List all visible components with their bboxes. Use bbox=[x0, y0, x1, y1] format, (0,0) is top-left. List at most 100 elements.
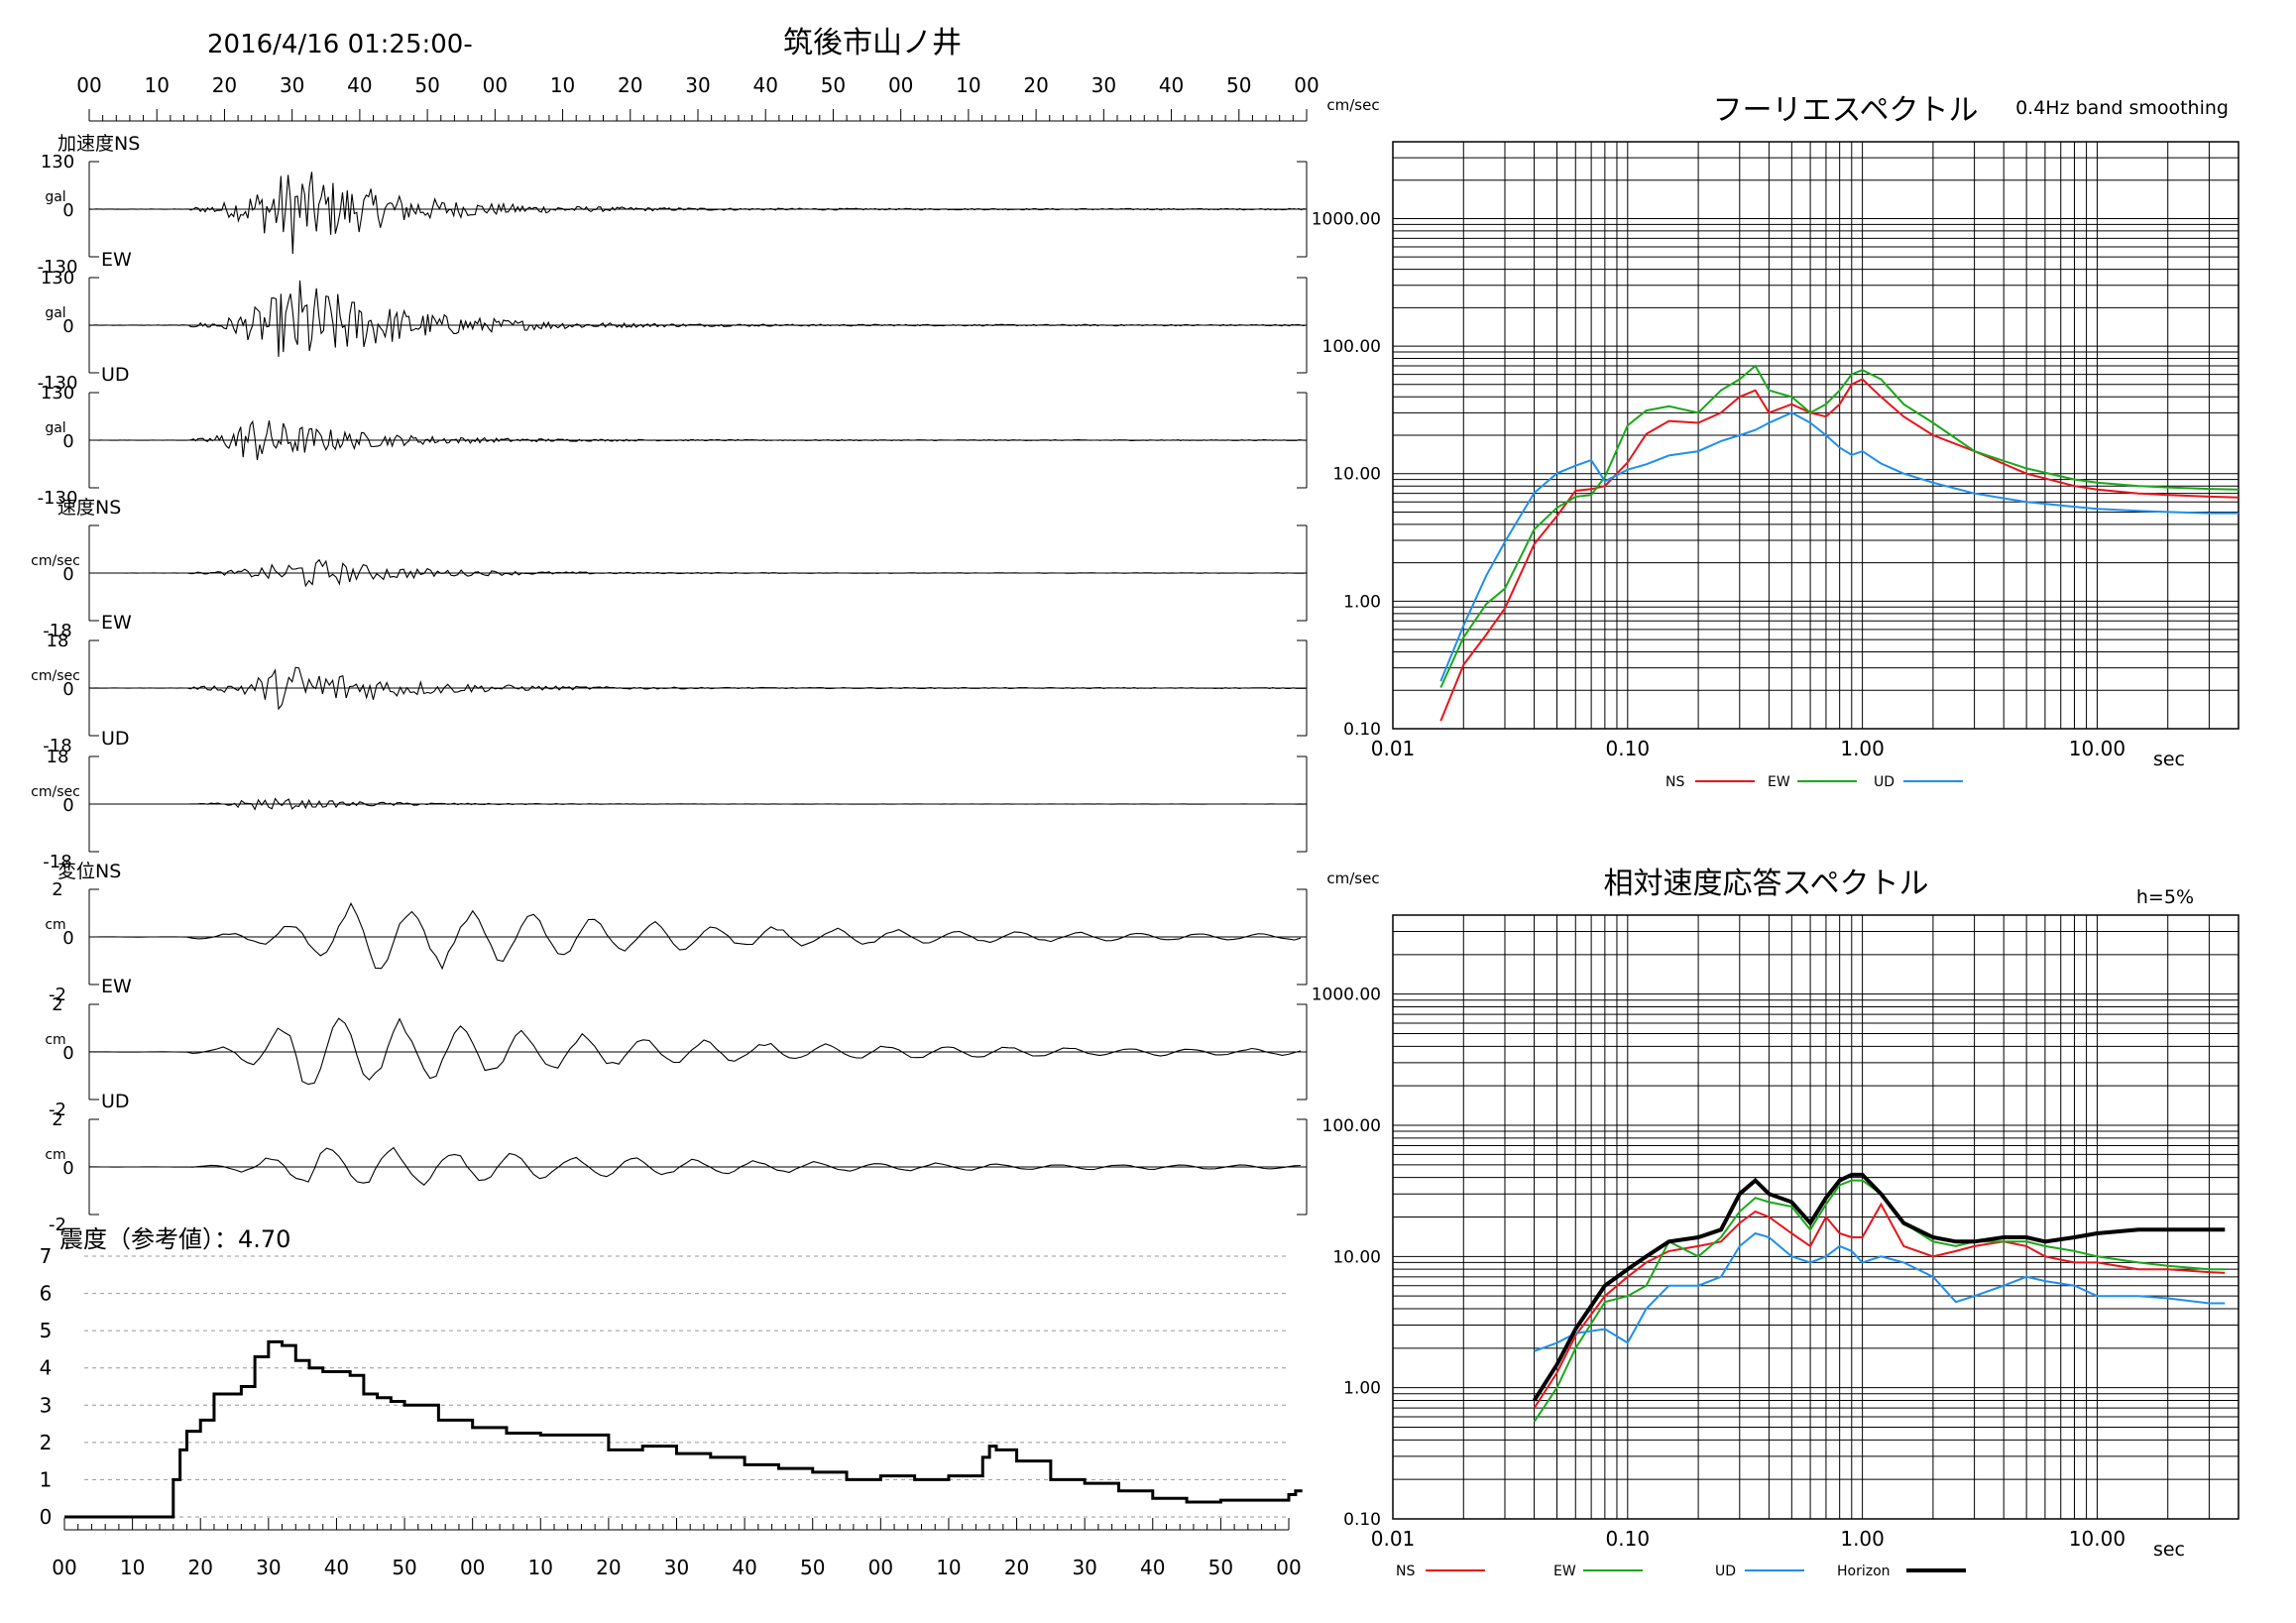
f-y-tick-label: 1.00 bbox=[1343, 592, 1381, 612]
f-y-tick-label: 10.00 bbox=[1332, 465, 1381, 485]
r-legend-label: EW bbox=[1553, 1564, 1576, 1579]
r-x-tick-label: 0.10 bbox=[1606, 1527, 1651, 1551]
panel-unit-label: gal bbox=[45, 305, 65, 321]
r-series-ud bbox=[1534, 1231, 2226, 1352]
panel-unit-label: cm/sec bbox=[31, 668, 80, 684]
f-legend-label: NS bbox=[1665, 774, 1684, 790]
panel-min-label: -2 bbox=[49, 985, 66, 1005]
f-ylabel: cm/sec bbox=[1326, 96, 1379, 114]
f-legend-label: EW bbox=[1768, 774, 1790, 790]
panel-unit-label: cm/sec bbox=[31, 784, 80, 800]
f-series-ud bbox=[1439, 411, 2239, 682]
waveform-panel: UD cm/sec 18 0 -18 bbox=[31, 728, 1308, 872]
time-tick-label: 50 bbox=[1226, 73, 1251, 97]
intensity-x-tick-label: 00 bbox=[460, 1556, 485, 1579]
time-tick-label: 20 bbox=[1023, 73, 1048, 97]
station-title: 筑後市山ノ井 bbox=[783, 26, 962, 60]
waveform-panel: EW cm 2 0 -2 bbox=[45, 976, 1308, 1120]
waveform-trace bbox=[89, 1146, 1301, 1186]
panel-min-label: -18 bbox=[43, 736, 71, 756]
r-y-tick-label: 10.00 bbox=[1332, 1247, 1381, 1267]
time-tick-label: 30 bbox=[280, 73, 304, 97]
r-y-tick-label: 100.00 bbox=[1322, 1116, 1381, 1136]
f-xlabel: sec bbox=[2153, 749, 2185, 770]
datetime-label: 2016/4/16 01:25:00- bbox=[207, 30, 473, 59]
panel-max-label: 130 bbox=[41, 268, 74, 289]
time-tick-label: 00 bbox=[483, 73, 508, 97]
waveform-trace bbox=[89, 558, 1308, 588]
f-x-tick-label: 0.01 bbox=[1371, 737, 1416, 760]
panel-zero-label: 0 bbox=[62, 928, 73, 949]
panel-group-label: UD bbox=[101, 728, 130, 750]
panel-group-label: EW bbox=[101, 976, 132, 997]
f-x-tick-label: 1.00 bbox=[1840, 737, 1885, 760]
intensity-x-tick-label: 50 bbox=[392, 1556, 416, 1579]
panel-max-label: 18 bbox=[47, 747, 69, 767]
f-y-tick-label: 0.10 bbox=[1343, 720, 1381, 740]
r-legend-label: UD bbox=[1715, 1564, 1736, 1579]
panel-group-label: 変位NS bbox=[57, 861, 121, 882]
panel-unit-label: cm/sec bbox=[31, 553, 80, 569]
fourier-spectrum-panel: フーリエスペクトル 0.4Hz band smoothing cm/sec sec 10… bbox=[1312, 93, 2239, 790]
intensity-x-tick-label: 20 bbox=[187, 1556, 212, 1579]
r-frame bbox=[1392, 914, 2239, 1520]
panel-max-label: 18 bbox=[47, 631, 69, 651]
waveform-trace bbox=[88, 172, 1307, 255]
intensity-x-tick-label: 20 bbox=[596, 1556, 621, 1579]
time-tick-label: 00 bbox=[1294, 73, 1319, 97]
panel-zero-label: 0 bbox=[62, 431, 73, 452]
panel-group-label: UD bbox=[101, 364, 130, 386]
r-title: 相対速度応答スペクトル bbox=[1604, 867, 1929, 901]
time-tick-label: 00 bbox=[76, 73, 101, 97]
intensity-y-tick-label: 7 bbox=[40, 1244, 53, 1268]
panel-min-label: -18 bbox=[43, 621, 71, 641]
panel-unit-label: gal bbox=[45, 420, 65, 436]
intensity-x-tick-label: 10 bbox=[936, 1556, 961, 1579]
r-x-tick-label: 10.00 bbox=[2069, 1527, 2125, 1551]
panel-zero-label: 0 bbox=[62, 795, 73, 816]
panel-min-label: -130 bbox=[38, 488, 78, 509]
intensity-title: 震度（参考値）：4.70 bbox=[59, 1225, 290, 1253]
f-series-ew bbox=[1439, 364, 2239, 688]
panel-group-label: 速度NS bbox=[57, 497, 121, 519]
waveform-trace bbox=[89, 797, 1308, 811]
waveform-trace bbox=[89, 1017, 1302, 1086]
f-y-tick-label: 1000.00 bbox=[1312, 209, 1381, 229]
time-tick-label: 20 bbox=[212, 73, 237, 97]
time-tick-label: 10 bbox=[956, 73, 980, 97]
intensity-x-tick-label: 50 bbox=[800, 1556, 825, 1579]
waveform-panel: UD cm 2 0 -2 bbox=[45, 1091, 1308, 1235]
waveform-panel: 加速度NS gal 130 0 -130 bbox=[38, 133, 1308, 278]
waveform-panel: UD gal 130 0 -130 bbox=[38, 364, 1308, 509]
intensity-y-tick-label: 4 bbox=[40, 1356, 53, 1380]
time-tick-label: 40 bbox=[347, 73, 372, 97]
intensity-y-tick-label: 0 bbox=[40, 1505, 53, 1529]
intensity-y-tick-label: 6 bbox=[40, 1282, 53, 1306]
f-subtitle: 0.4Hz band smoothing bbox=[2015, 97, 2229, 119]
time-tick-label: 50 bbox=[821, 73, 846, 97]
panel-min-label: -2 bbox=[49, 1100, 66, 1120]
waveform-panel: EW gal 130 0 -130 bbox=[38, 249, 1308, 394]
r-legend-label: NS bbox=[1396, 1564, 1415, 1579]
r-y-tick-label: 1.00 bbox=[1343, 1379, 1381, 1399]
panel-min-label: -130 bbox=[38, 373, 78, 394]
intensity-x-tick-label: 40 bbox=[324, 1556, 349, 1579]
panel-unit-label: cm bbox=[45, 1032, 65, 1048]
panel-min-label: -2 bbox=[49, 1215, 66, 1235]
r-ylabel: cm/sec bbox=[1326, 869, 1379, 887]
waveform-time-axis: 00 10 20 30 40 50 00 10 20 30 40 50 00 10 20 30 40 50 00 bbox=[76, 73, 1320, 122]
panel-max-label: 2 bbox=[52, 879, 62, 900]
r-y-tick-label: 1000.00 bbox=[1312, 985, 1381, 1005]
intensity-x-tick-label: 20 bbox=[1004, 1556, 1029, 1579]
response-spectrum-panel: 相対速度応答スペクトル h=5% cm/sec sec 1000.00 100.00 10.… bbox=[1312, 867, 2239, 1579]
r-subtitle: h=5% bbox=[2136, 886, 2194, 908]
time-tick-label: 40 bbox=[1159, 73, 1184, 97]
time-tick-label: 30 bbox=[1091, 73, 1116, 97]
r-series-ns bbox=[1533, 1202, 2226, 1409]
panel-zero-label: 0 bbox=[62, 679, 73, 700]
intensity-y-tick-label: 1 bbox=[40, 1467, 53, 1491]
intensity-x-tick-label: 30 bbox=[664, 1556, 689, 1579]
